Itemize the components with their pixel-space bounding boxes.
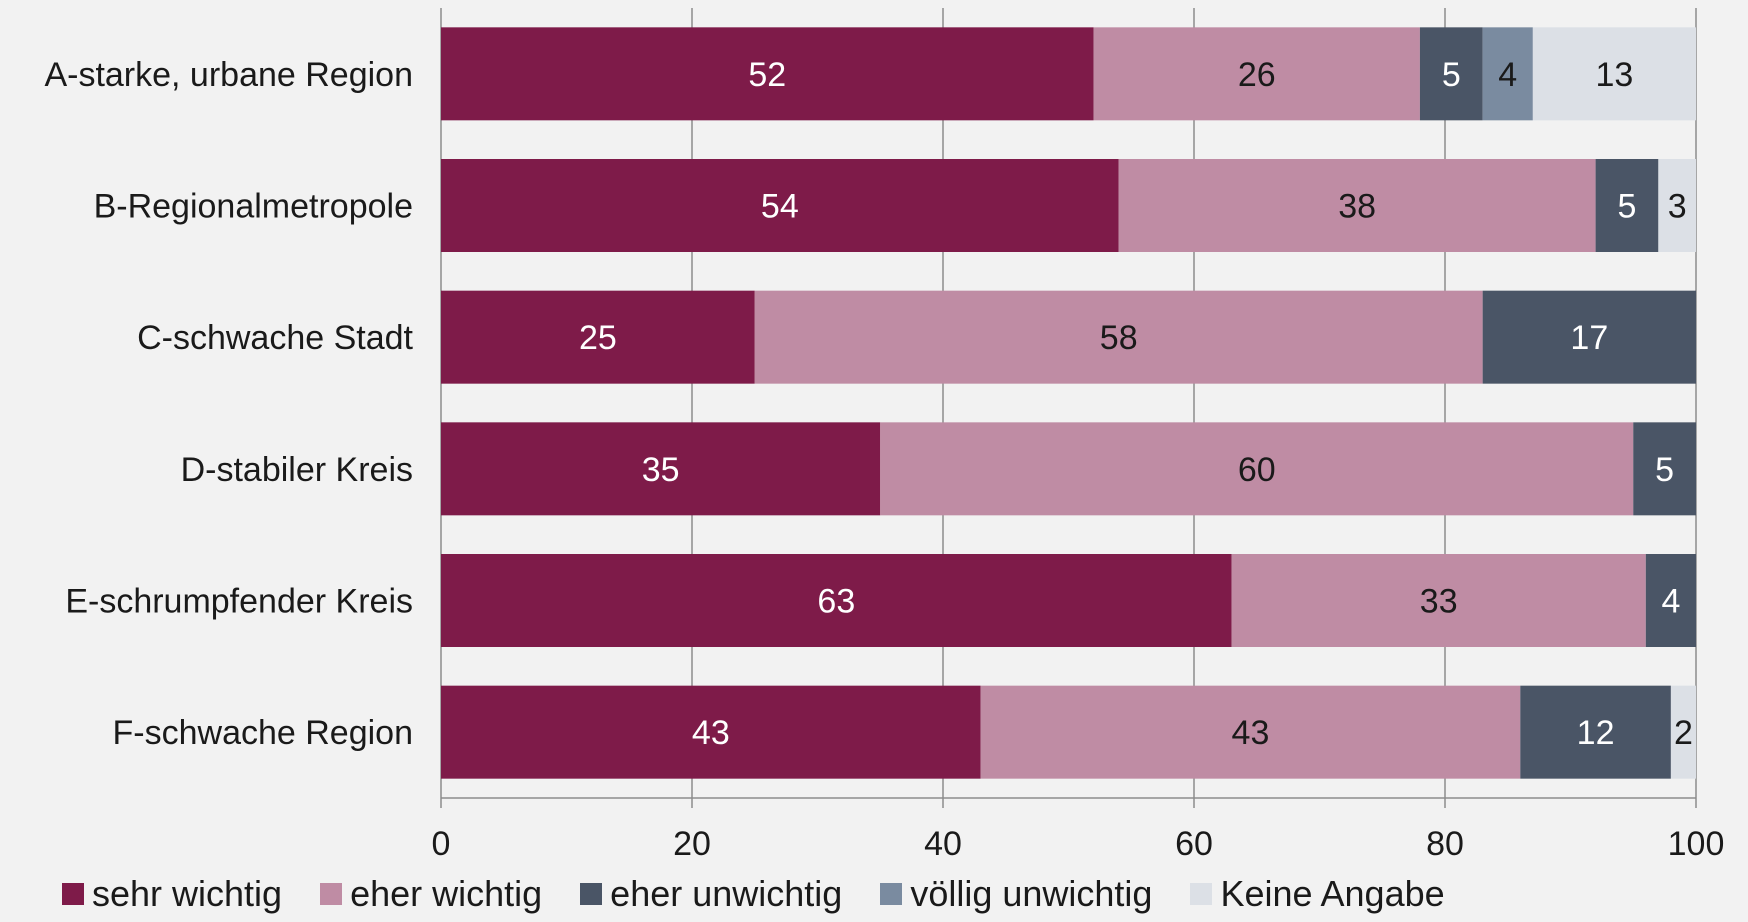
legend: sehr wichtig eher wichtig eher unwichtig vö… xyxy=(62,872,1445,916)
legend-label: Keine Angabe xyxy=(1220,873,1445,914)
data-label: 60 xyxy=(1238,451,1276,489)
legend-swatch xyxy=(1190,883,1213,905)
legend-item: eher wichtig xyxy=(320,873,542,915)
category-label: B-Regionalmetropole xyxy=(94,188,413,226)
data-label: 38 xyxy=(1338,188,1376,226)
bar-segment xyxy=(1118,159,1596,252)
bar-segment xyxy=(1633,422,1696,516)
data-label: 5 xyxy=(1442,56,1461,94)
bar-segment xyxy=(441,290,755,384)
bar-segment xyxy=(1093,27,1420,121)
bar-segment xyxy=(1670,685,1696,779)
data-label: 58 xyxy=(1100,319,1138,357)
x-tick-label: 60 xyxy=(1175,825,1213,863)
category-label: E-schrumpfender Kreis xyxy=(65,583,413,621)
bar-segment xyxy=(441,159,1119,252)
bar-segment xyxy=(754,290,1483,384)
legend-label: eher unwichtig xyxy=(610,873,843,914)
category-label: A-starke, urbane Region xyxy=(44,56,413,94)
x-tick-label: 80 xyxy=(1426,825,1464,863)
data-label: 13 xyxy=(1596,56,1634,94)
bar-segment xyxy=(1658,159,1696,252)
bar-segment xyxy=(441,554,1232,647)
legend-label: eher wichtig xyxy=(350,873,543,914)
data-label: 17 xyxy=(1570,319,1608,357)
legend-label: sehr wichtig xyxy=(92,873,283,914)
data-label: 43 xyxy=(692,714,730,752)
data-label: 33 xyxy=(1420,583,1458,621)
bar-segment xyxy=(880,422,1634,516)
data-label: 5 xyxy=(1655,451,1674,489)
bar-segment xyxy=(1231,554,1646,647)
data-label: 4 xyxy=(1498,56,1517,94)
bar-segment xyxy=(1520,685,1671,779)
data-label: 54 xyxy=(761,188,799,226)
bar-segment xyxy=(980,685,1521,779)
data-label: 12 xyxy=(1577,714,1615,752)
x-tick-label: 20 xyxy=(673,825,711,863)
category-label: D-stabiler Kreis xyxy=(181,451,413,489)
legend-item: sehr wichtig xyxy=(62,873,282,915)
data-label: 4 xyxy=(1661,583,1680,621)
legend-item: völlig unwichtig xyxy=(880,873,1152,915)
legend-swatch xyxy=(880,883,903,905)
data-label: 25 xyxy=(579,319,617,357)
data-label: 63 xyxy=(817,583,855,621)
category-label: C-schwache Stadt xyxy=(137,319,413,357)
bar-segment xyxy=(441,685,981,779)
bar-segment xyxy=(1595,159,1659,252)
bar-segment xyxy=(1482,27,1533,121)
bar-segment xyxy=(1532,27,1696,121)
legend-item: eher unwichtig xyxy=(580,873,842,915)
bar-segment xyxy=(441,422,881,516)
data-label: 35 xyxy=(642,451,680,489)
data-label: 52 xyxy=(748,56,786,94)
x-tick-label: 40 xyxy=(924,825,962,863)
legend-swatch xyxy=(62,883,84,905)
data-label: 2 xyxy=(1674,714,1693,752)
bar-segment xyxy=(1482,290,1696,384)
gridlines xyxy=(440,8,1697,798)
legend-item: Keine Angabe xyxy=(1190,873,1445,915)
legend-swatch xyxy=(580,883,603,905)
data-label: 3 xyxy=(1668,188,1687,226)
data-label: 43 xyxy=(1232,714,1270,752)
bar-segment xyxy=(441,27,1094,121)
legend-swatch xyxy=(320,883,343,905)
legend-label: völlig unwichtig xyxy=(910,873,1153,914)
x-tick-label: 0 xyxy=(432,825,451,863)
bar-segment xyxy=(1419,27,1483,121)
data-label: 26 xyxy=(1238,56,1276,94)
data-label: 5 xyxy=(1618,188,1637,226)
category-label: F-schwache Region xyxy=(113,714,413,752)
axes: 0 20 40 60 80 100 A-starke, urbane Region B-Reg… xyxy=(44,56,1724,863)
x-tick-label: 100 xyxy=(1668,825,1725,863)
bar-segment xyxy=(1645,554,1696,647)
